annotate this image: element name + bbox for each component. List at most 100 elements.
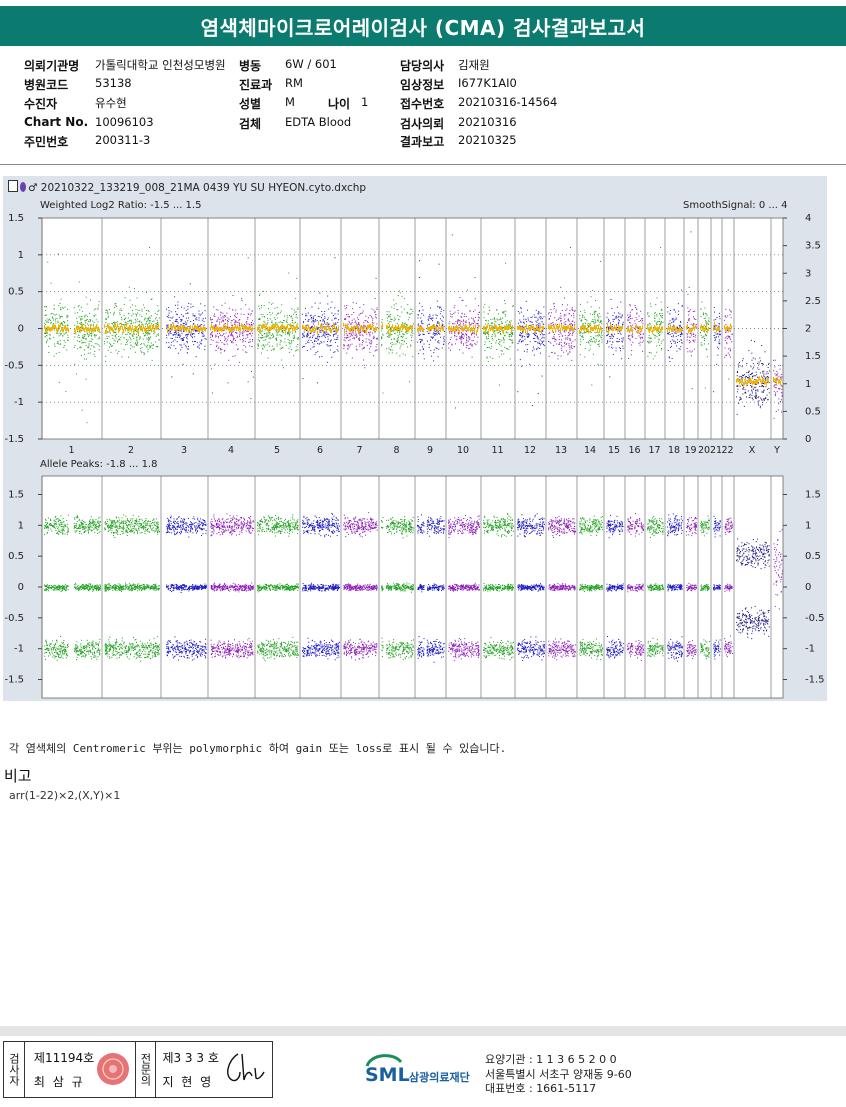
doctor-label: 담당의사 — [400, 59, 445, 73]
footer-band — [0, 1026, 846, 1036]
allele-peaks-chr-15 — [606, 514, 624, 659]
specialist-vertical-label: 전문의 — [136, 1042, 157, 1097]
allele-peaks-chr-12 — [517, 513, 545, 661]
sex-label: 성별 — [239, 97, 262, 111]
chromosome-label: 7 — [356, 445, 362, 456]
remarks-text: arr(1-22)×2,(X,Y)×1 — [9, 789, 121, 802]
chromosome-label: 14 — [584, 445, 596, 456]
upper-left-tick-label: 0 — [18, 324, 24, 335]
allele-peaks-chr-Y — [773, 529, 783, 610]
smooth-signal-chr-4 — [210, 322, 253, 333]
plot-file-title: ♂ 20210322_133219_008_21MA 0439 YU SU HY… — [8, 180, 366, 194]
rrn-label: 주민번호 — [24, 135, 69, 149]
lower-left-tick-label: 1 — [18, 520, 24, 531]
allele-peaks-chr-9 — [417, 514, 445, 663]
specialist-cell: 제3 3 3 호 지 현 영 — [156, 1042, 272, 1097]
upper-right-tick-label: 1 — [805, 379, 811, 390]
smooth-signal-title: SmoothSignal: 0 ... 4 — [683, 200, 788, 211]
chromosome-label: Y — [773, 445, 780, 456]
smooth-signal-chr-10 — [448, 323, 479, 335]
centromeric-note: 각 염색체의 Centromeric 부위는 polymorphic 하여 ga… — [9, 742, 507, 755]
smooth-signal-chr-22 — [724, 323, 732, 333]
clinical-label: 임상정보 — [400, 78, 445, 92]
allele-peaks-chr-X — [736, 538, 770, 640]
code-label: 병원코드 — [24, 78, 69, 92]
lower-right-tick-label: -0.5 — [805, 613, 825, 624]
header-divider — [0, 164, 846, 165]
allele-peaks-chr-11 — [483, 512, 514, 661]
chromosome-label: 11 — [491, 445, 503, 456]
chromosome-label: 20 — [698, 445, 710, 456]
lower-right-tick-label: 0.5 — [805, 551, 821, 562]
ward-value: 6W / 601 — [285, 57, 337, 71]
smooth-signal-chr-12 — [517, 323, 544, 334]
report-title: 염색체마이크로어레이검사 (CMA) 검사결과보고서 — [0, 6, 846, 46]
allele-peaks-chr-19 — [686, 516, 697, 660]
allele-peaks-chr-16 — [627, 513, 644, 662]
allele-peaks-chr-7 — [343, 512, 378, 661]
upper-left-tick-label: 0.5 — [8, 287, 24, 298]
hospital-label: 의뢰기관명 — [24, 59, 80, 73]
specimen-label: 검체 — [239, 117, 262, 131]
log2-scatter-chr-21 — [713, 307, 721, 393]
receipt-value: 20210316-14564 — [458, 95, 558, 109]
request-label: 검사의뢰 — [400, 117, 445, 131]
specialist-label: 전문의 — [138, 1053, 152, 1086]
allele-peaks-chr-22 — [724, 517, 733, 658]
report-date-value: 20210325 — [458, 133, 517, 147]
marker-icon — [20, 182, 26, 192]
upper-left-tick-label: 1 — [18, 250, 24, 261]
allele-peaks-chr-2 — [104, 514, 160, 662]
chromosome-label: 2 — [128, 445, 134, 456]
smooth-signal-chr-8 — [381, 323, 413, 335]
lower-left-tick-label: 1.5 — [8, 490, 24, 501]
lower-right-tick-label: -1.5 — [805, 675, 825, 686]
lower-left-tick-label: -1.5 — [4, 675, 24, 686]
upper-right-tick-label: 4 — [805, 213, 811, 224]
allele-peaks-chr-10 — [448, 515, 480, 662]
hospital-value: 가톨릭대학교 인천성모병원 — [95, 58, 226, 72]
smooth-signal-chr-17 — [647, 325, 663, 334]
chromosome-label: 19 — [684, 445, 696, 456]
allele-peaks-chr-5 — [257, 514, 299, 662]
log2-scatter-chr-6 — [302, 257, 340, 384]
chart-label: Chart No. — [24, 115, 89, 129]
upper-left-tick-label: -0.5 — [4, 360, 24, 371]
dept-value: RM — [285, 76, 303, 90]
smooth-signal-chr-3 — [167, 323, 206, 334]
lower-left-tick-label: -1 — [14, 644, 24, 655]
upper-right-tick-label: 3.5 — [805, 241, 821, 252]
smooth-signal-chr-X — [736, 376, 769, 387]
log2-scatter-chr-7 — [343, 277, 378, 369]
handwritten-signature — [227, 1053, 266, 1082]
report-date-label: 결과보고 — [400, 135, 445, 149]
chromosome-label: 4 — [228, 445, 234, 456]
smooth-signal-chr-1 — [44, 322, 100, 334]
plot-filename: 20210322_133219_008_21MA 0439 YU SU HYEO… — [40, 182, 367, 194]
chromosome-label: 18 — [668, 445, 680, 456]
smooth-signal-chr-Y — [773, 376, 782, 386]
lab-tech-label: 검사자 — [7, 1053, 21, 1086]
allele-peaks-chr-6 — [302, 512, 340, 661]
info-row-2: 병원코드 53138 진료과 RM 임상정보 I677K1AI0 — [0, 76, 846, 95]
code-value: 53138 — [95, 76, 132, 90]
smooth-signal-chr-7 — [343, 322, 377, 335]
chromosome-label: 9 — [427, 445, 433, 456]
clinical-value: I677K1AI0 — [458, 76, 517, 90]
allele-peaks-chr-13 — [548, 515, 576, 661]
chromosome-label: 10 — [457, 445, 469, 456]
lower-left-tick-label: -0.5 — [4, 613, 24, 624]
chromosome-label: 22 — [721, 445, 733, 456]
upper-right-tick-label: 0 — [805, 434, 811, 445]
allele-peaks-chr-21 — [713, 515, 721, 660]
allele-peaks-chr-8 — [381, 516, 414, 660]
smooth-signal-chr-9 — [417, 322, 444, 334]
ward-label: 병동 — [239, 59, 262, 73]
upper-right-tick-label: 3 — [805, 268, 811, 279]
upper-left-tick-label: -1 — [14, 397, 24, 408]
rrn-value: 200311-3 — [95, 133, 151, 147]
smooth-signal-chr-21 — [713, 321, 720, 333]
lower-right-tick-label: 1.5 — [805, 490, 821, 501]
upper-plot-title: Weighted Log2 Ratio: -1.5 ... 1.5 — [40, 200, 202, 211]
allele-peaks-chr-1 — [44, 514, 101, 661]
